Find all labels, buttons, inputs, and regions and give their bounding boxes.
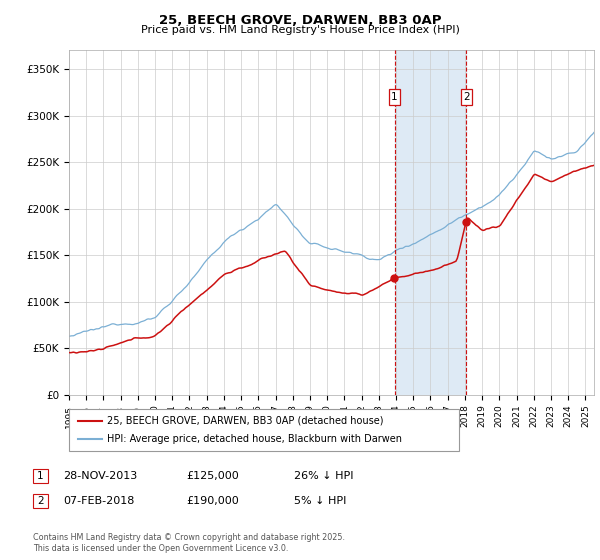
- Text: 2: 2: [463, 92, 470, 102]
- Text: 1: 1: [37, 471, 44, 481]
- Text: 5% ↓ HPI: 5% ↓ HPI: [294, 496, 346, 506]
- Text: 26% ↓ HPI: 26% ↓ HPI: [294, 471, 353, 481]
- Text: 25, BEECH GROVE, DARWEN, BB3 0AP (detached house): 25, BEECH GROVE, DARWEN, BB3 0AP (detach…: [107, 416, 383, 426]
- Text: 07-FEB-2018: 07-FEB-2018: [63, 496, 134, 506]
- Text: 2: 2: [37, 496, 44, 506]
- Text: 25, BEECH GROVE, DARWEN, BB3 0AP: 25, BEECH GROVE, DARWEN, BB3 0AP: [159, 14, 441, 27]
- Text: 1: 1: [391, 92, 398, 102]
- Text: £190,000: £190,000: [186, 496, 239, 506]
- Bar: [395, 50, 466, 395]
- Text: 28-NOV-2013: 28-NOV-2013: [63, 471, 137, 481]
- Text: Contains HM Land Registry data © Crown copyright and database right 2025.
This d: Contains HM Land Registry data © Crown c…: [33, 533, 345, 553]
- Text: £125,000: £125,000: [186, 471, 239, 481]
- Text: HPI: Average price, detached house, Blackburn with Darwen: HPI: Average price, detached house, Blac…: [107, 434, 402, 444]
- Text: Price paid vs. HM Land Registry's House Price Index (HPI): Price paid vs. HM Land Registry's House …: [140, 25, 460, 35]
